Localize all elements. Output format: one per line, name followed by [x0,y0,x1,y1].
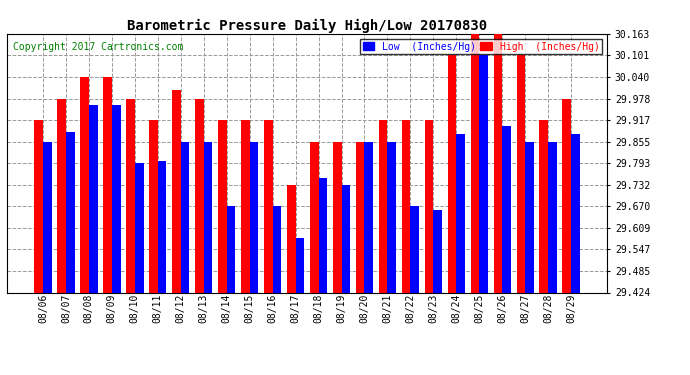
Bar [241,120,250,292]
Bar [540,120,549,292]
Bar [402,120,411,292]
Bar [149,120,158,292]
Bar [433,210,442,292]
Bar [379,120,388,292]
Bar [571,134,580,292]
Bar [562,99,571,292]
Bar [424,120,433,292]
Bar [388,142,396,292]
Bar [356,142,364,292]
Bar [517,56,525,292]
Bar [80,77,89,292]
Text: Copyright 2017 Cartronics.com: Copyright 2017 Cartronics.com [13,42,184,51]
Bar [471,34,480,292]
Bar [295,238,304,292]
Title: Barometric Pressure Daily High/Low 20170830: Barometric Pressure Daily High/Low 20170… [127,18,487,33]
Bar [195,99,204,292]
Bar [502,126,511,292]
Bar [549,142,557,292]
Bar [310,142,319,292]
Bar [112,105,121,292]
Legend: Low  (Inches/Hg), High  (Inches/Hg): Low (Inches/Hg), High (Inches/Hg) [360,39,602,54]
Bar [273,206,282,292]
Bar [364,142,373,292]
Bar [103,77,112,292]
Bar [158,161,166,292]
Bar [66,132,75,292]
Bar [218,120,226,292]
Bar [333,142,342,292]
Bar [135,163,144,292]
Bar [448,56,456,292]
Bar [480,56,488,292]
Bar [172,90,181,292]
Bar [181,142,190,292]
Bar [287,184,295,292]
Bar [43,142,52,292]
Bar [126,99,135,292]
Bar [89,105,97,292]
Bar [319,178,327,292]
Bar [456,134,465,292]
Bar [411,206,419,292]
Bar [342,184,351,292]
Bar [264,120,273,292]
Bar [250,142,258,292]
Bar [226,206,235,292]
Bar [204,142,213,292]
Bar [34,120,43,292]
Bar [57,99,66,292]
Bar [493,34,502,292]
Bar [525,142,534,292]
